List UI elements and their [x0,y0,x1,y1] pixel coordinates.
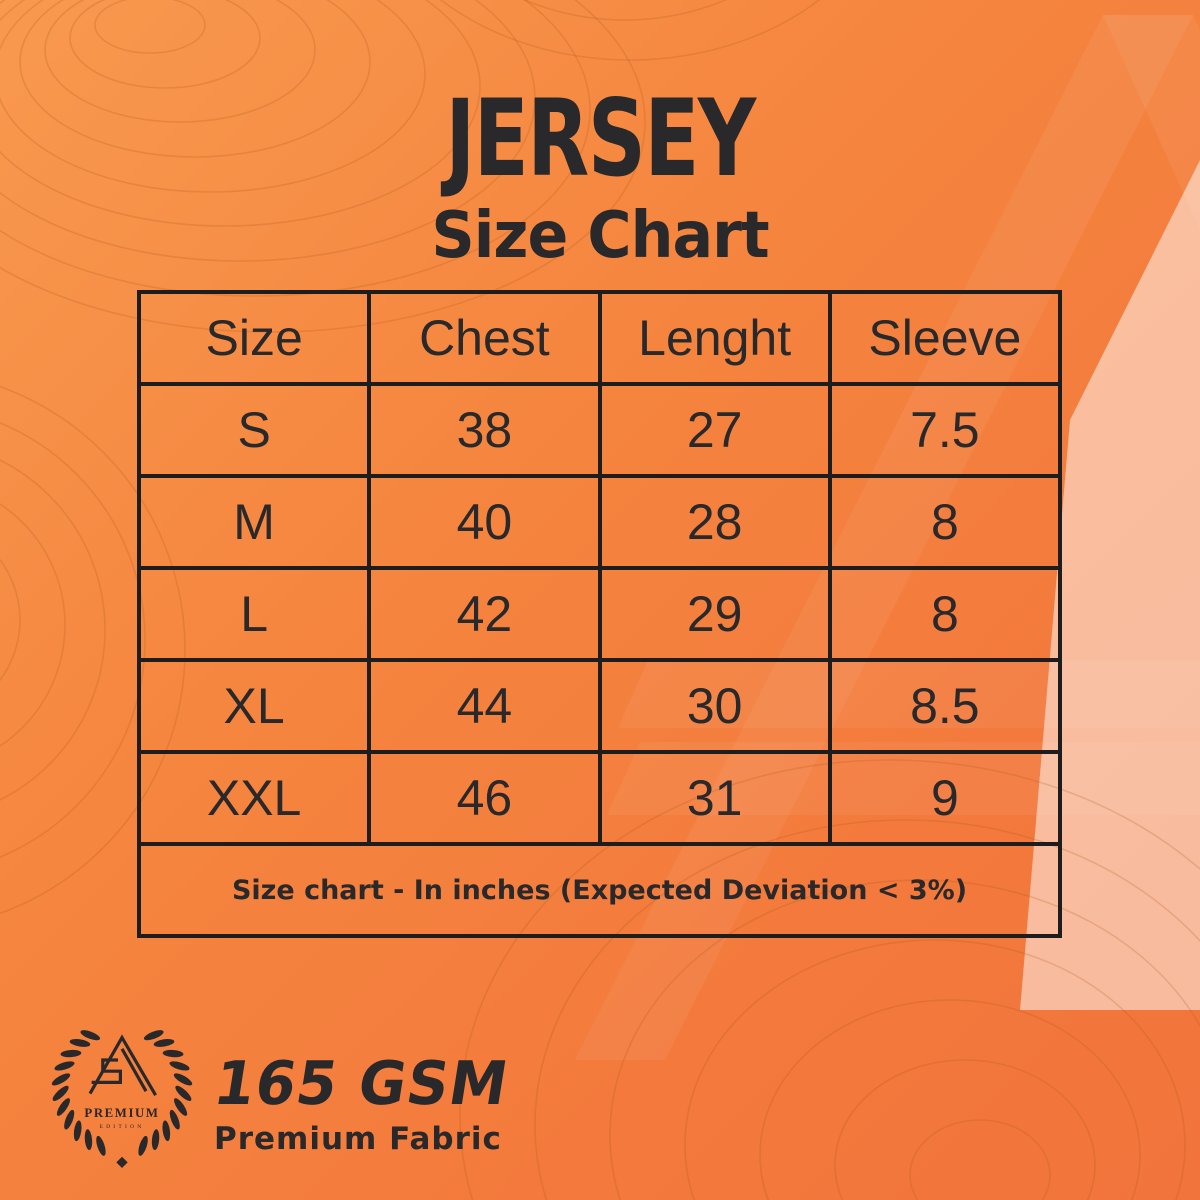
table-cell: 46 [367,750,602,846]
page-title: JERSEY [445,77,756,200]
table-cell: 30 [597,658,832,754]
table-cell: 7.5 [827,382,1063,478]
table-cell: XL [136,658,372,754]
table-row-l: L 42 29 8 [136,566,1063,662]
table-header-row: Size Chest Lenght Sleeve [136,290,1063,386]
laurel-wreath-icon: PREMIUM EDITION [51,1030,193,1169]
table-header-cell-sleeve: Sleeve [827,290,1063,386]
table-cell: M [136,474,372,570]
wreath-label-edition: EDITION [99,1124,144,1130]
table-cell: 28 [597,474,832,570]
table-cell: 27 [597,382,832,478]
table-header-cell-length: Lenght [597,290,832,386]
fabric-type-label: Premium Fabric [214,1121,502,1157]
table-row-s: S 38 27 7.5 [136,382,1063,478]
table-cell: XXL [136,750,372,846]
table-row-m: M 40 28 8 [136,474,1063,570]
table-cell: 31 [597,750,832,846]
page-subtitle: Size Chart [431,199,769,273]
wreath-label-premium: PREMIUM [84,1106,159,1120]
table-header-cell-size: Size [136,290,372,386]
table-cell: 29 [597,566,832,662]
table-cell: 8 [827,566,1063,662]
table-cell: 9 [827,750,1063,846]
fabric-weight-label: 165 GSM [209,1049,514,1119]
table-row-xl: XL 44 30 8.5 [136,658,1063,754]
table-footnote-row: Size chart - In inches (Expected Deviati… [137,842,1062,938]
size-chart-table: Size Chest Lenght Sleeve S 38 27 7.5 M 4… [136,290,1063,938]
table-cell: 44 [367,658,602,754]
table-cell: 8.5 [827,658,1063,754]
table-cell: 42 [367,566,602,662]
table-row-xxl: XXL 46 31 9 [136,750,1063,846]
table-cell: 8 [827,474,1063,570]
table-footnote: Size chart - In inches (Expected Deviati… [137,842,1062,938]
table-cell: 40 [367,474,602,570]
table-cell: S [136,382,372,478]
table-cell: L [136,566,372,662]
table-cell: 38 [367,382,602,478]
triangle-a-monogram-icon [88,1034,157,1097]
table-header-cell-chest: Chest [367,290,602,386]
